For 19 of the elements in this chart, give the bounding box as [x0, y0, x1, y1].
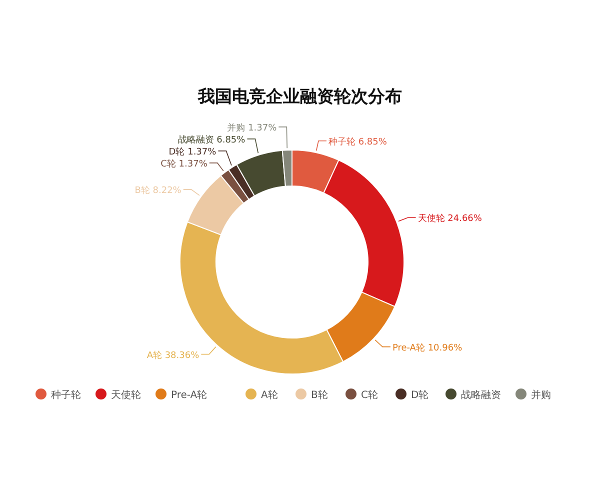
legend-label: C轮: [361, 389, 378, 401]
legend-label: A轮: [261, 389, 278, 401]
legend-label: 种子轮: [51, 389, 81, 401]
data-label: A轮 38.36%: [146, 350, 200, 361]
chart-title: 我国电竞企业融资轮次分布: [197, 87, 402, 107]
data-label: D轮 1.37%: [168, 146, 217, 158]
data-label: 并购 1.37%: [227, 122, 278, 134]
legend-label: 并购: [531, 389, 551, 401]
data-label: C轮 1.37%: [160, 158, 208, 170]
legend-label: D轮: [411, 389, 429, 401]
legend-label: 天使轮: [111, 389, 141, 401]
data-label: B轮 8.22%: [134, 185, 182, 196]
data-label: Pre-A轮 10.96%: [392, 342, 463, 354]
legend-label: Pre-A轮: [171, 389, 208, 401]
legend-label: 战略融资: [461, 389, 501, 401]
data-label: 种子轮 6.85%: [328, 136, 388, 148]
data-label: 战略融资 6.85%: [178, 134, 246, 146]
legend-label: B轮: [311, 389, 328, 401]
data-label: 天使轮 24.66%: [418, 213, 482, 224]
